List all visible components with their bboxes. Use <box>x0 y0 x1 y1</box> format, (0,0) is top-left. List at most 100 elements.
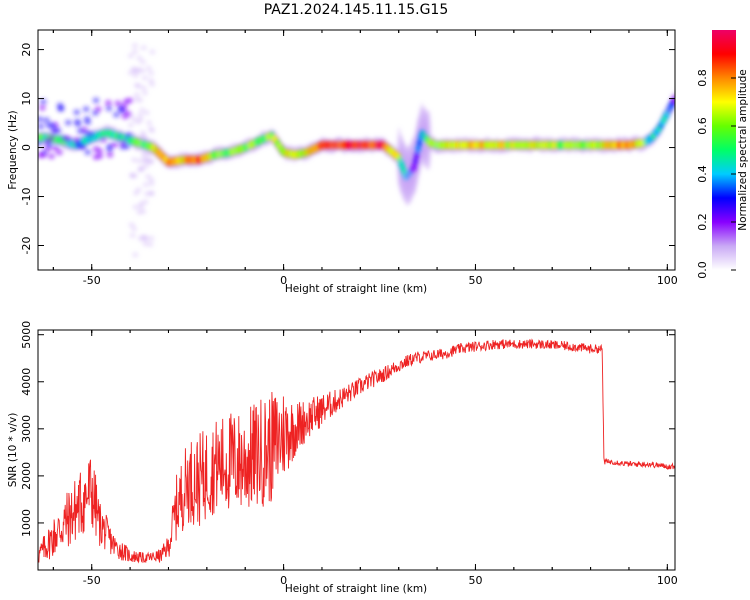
spectral-noise-mark <box>114 100 122 107</box>
spectral-noise-mark <box>92 97 100 104</box>
spectral-noise-mark <box>132 204 139 210</box>
spectral-noise-mark <box>57 105 65 112</box>
spectral-noise-mark <box>136 209 143 215</box>
colorbar-tick-label: 0.6 <box>696 117 709 135</box>
spectral-noise-mark <box>147 242 154 248</box>
spectral-noise-mark <box>76 127 84 134</box>
spectral-noise-mark <box>143 110 150 116</box>
spectral-noise-mark <box>136 158 143 164</box>
spectral-noise-mark <box>139 68 146 74</box>
spectral-noise-mark <box>99 136 107 143</box>
spectral-noise-mark <box>131 157 138 163</box>
spectral-noise-mark <box>104 99 112 106</box>
snr-x-tick-label: 100 <box>657 574 678 587</box>
spectral-noise-mark <box>55 149 63 156</box>
spectral-noise-mark <box>64 136 72 143</box>
spectral-noise-mark <box>45 142 53 149</box>
spectral-noise-mark <box>131 49 138 55</box>
snr-series-line <box>38 338 675 564</box>
spectral-noise-mark <box>148 78 155 84</box>
colorbar: 0.0 0.2 0.4 0.6 0.8 Normalized spectral ampl… <box>696 30 749 279</box>
spectral-noise-mark <box>148 70 155 76</box>
spectral-noise-mark <box>91 109 99 116</box>
spectral-noise-mark <box>136 55 143 61</box>
spectral-ridge-mark <box>411 163 417 171</box>
spectral-noise-mark <box>141 90 148 96</box>
spectral-noise-mark <box>45 122 53 129</box>
spectrogram-y-tick-label: 0 <box>20 144 33 151</box>
spectrogram-y-axis-label: Frequency (Hz) <box>7 110 19 189</box>
spectral-noise-mark <box>139 130 146 136</box>
spectral-noise-mark <box>139 234 146 240</box>
spectral-noise-mark <box>125 132 133 139</box>
snr-y-tick-label: 2000 <box>20 462 33 490</box>
spectral-noise-mark <box>149 128 156 134</box>
spectral-noise-mark <box>123 143 131 150</box>
colorbar-tick-label: 0.2 <box>696 213 709 231</box>
spectral-noise-mark <box>140 153 147 159</box>
spectral-noise-mark <box>79 143 87 150</box>
snr-y-tick-label: 1000 <box>20 509 33 537</box>
spectral-noise-mark <box>124 110 132 117</box>
spectral-noise-mark <box>141 75 148 81</box>
spectral-noise-mark <box>138 204 145 210</box>
spectral-noise-mark <box>128 222 135 228</box>
spectrogram-y-tick-label: -20 <box>20 237 33 255</box>
spectral-noise-mark <box>111 141 119 148</box>
colorbar-tick-label: 0.8 <box>696 69 709 87</box>
spectral-noise-mark <box>117 105 125 112</box>
snr-y-tick-label: 4000 <box>20 368 33 396</box>
spectrogram-frame <box>37 29 676 271</box>
spectral-noise-mark <box>74 120 82 127</box>
spectrogram-x-tick-label: 50 <box>468 274 482 287</box>
spectral-noise-mark <box>47 135 55 142</box>
colorbar-tick-label: 0.4 <box>696 165 709 183</box>
spectral-noise-mark <box>142 199 149 205</box>
spectral-noise-mark <box>138 166 145 172</box>
spectral-ridge-mark <box>672 95 675 103</box>
spectral-noise-mark <box>132 72 139 78</box>
spectral-noise-mark <box>106 151 114 158</box>
snr-x-tick-label: -50 <box>83 574 101 587</box>
spectral-noise-mark <box>149 81 156 87</box>
spectral-noise-mark <box>82 106 90 113</box>
spectral-noise-mark <box>148 190 155 196</box>
spectral-noise-mark <box>38 116 43 123</box>
spectral-noise-mark <box>147 159 154 165</box>
spectrogram-x-tick-label: 0 <box>280 274 287 287</box>
spectral-noise-mark <box>87 131 95 138</box>
snr-x-tick-label: 50 <box>468 574 482 587</box>
colorbar-gradient <box>712 30 736 270</box>
spectral-noise-mark <box>52 145 60 152</box>
spectral-noise-mark <box>142 182 149 188</box>
spectral-noise-mark <box>149 49 156 55</box>
spectrogram-y-tick-label: -10 <box>20 188 33 206</box>
spectrogram-x-axis-label: Height of straight line (km) <box>285 283 427 295</box>
spectral-noise-mark <box>148 181 155 187</box>
spectral-noise-mark <box>127 122 134 128</box>
spectral-noise-mark <box>145 174 152 180</box>
snr-frame <box>37 329 676 571</box>
spectral-noise-mark <box>131 43 138 49</box>
spectral-ridge-mark <box>415 145 421 153</box>
spectral-noise-mark <box>139 107 146 113</box>
spectral-noise-mark <box>146 151 153 157</box>
snr-x-axis-label: Height of straight line (km) <box>285 583 427 595</box>
spectrogram-image <box>38 43 675 258</box>
spectral-noise-mark <box>137 112 144 118</box>
spectral-noise-mark <box>106 146 114 153</box>
spectral-noise-mark <box>83 115 91 122</box>
spectrogram-panel: -50 0 50 100 -20 -10 0 10 20 Height of straight… <box>7 29 678 295</box>
spectral-noise-mark <box>42 117 50 124</box>
snr-y-tick-label: 5000 <box>20 321 33 349</box>
spectral-noise-mark <box>105 105 113 112</box>
colorbar-label: Normalized spectral amplitude <box>737 69 749 230</box>
spectral-noise-mark <box>92 154 100 161</box>
colorbar-tick-label: 0.0 <box>696 261 709 279</box>
spectral-noise-mark <box>148 235 155 241</box>
spectral-noise-mark <box>127 53 134 59</box>
spectral-noise-mark <box>145 65 152 71</box>
spectral-noise-mark <box>84 149 92 156</box>
spectral-noise-mark <box>38 123 45 130</box>
spectral-noise-mark <box>148 177 155 183</box>
